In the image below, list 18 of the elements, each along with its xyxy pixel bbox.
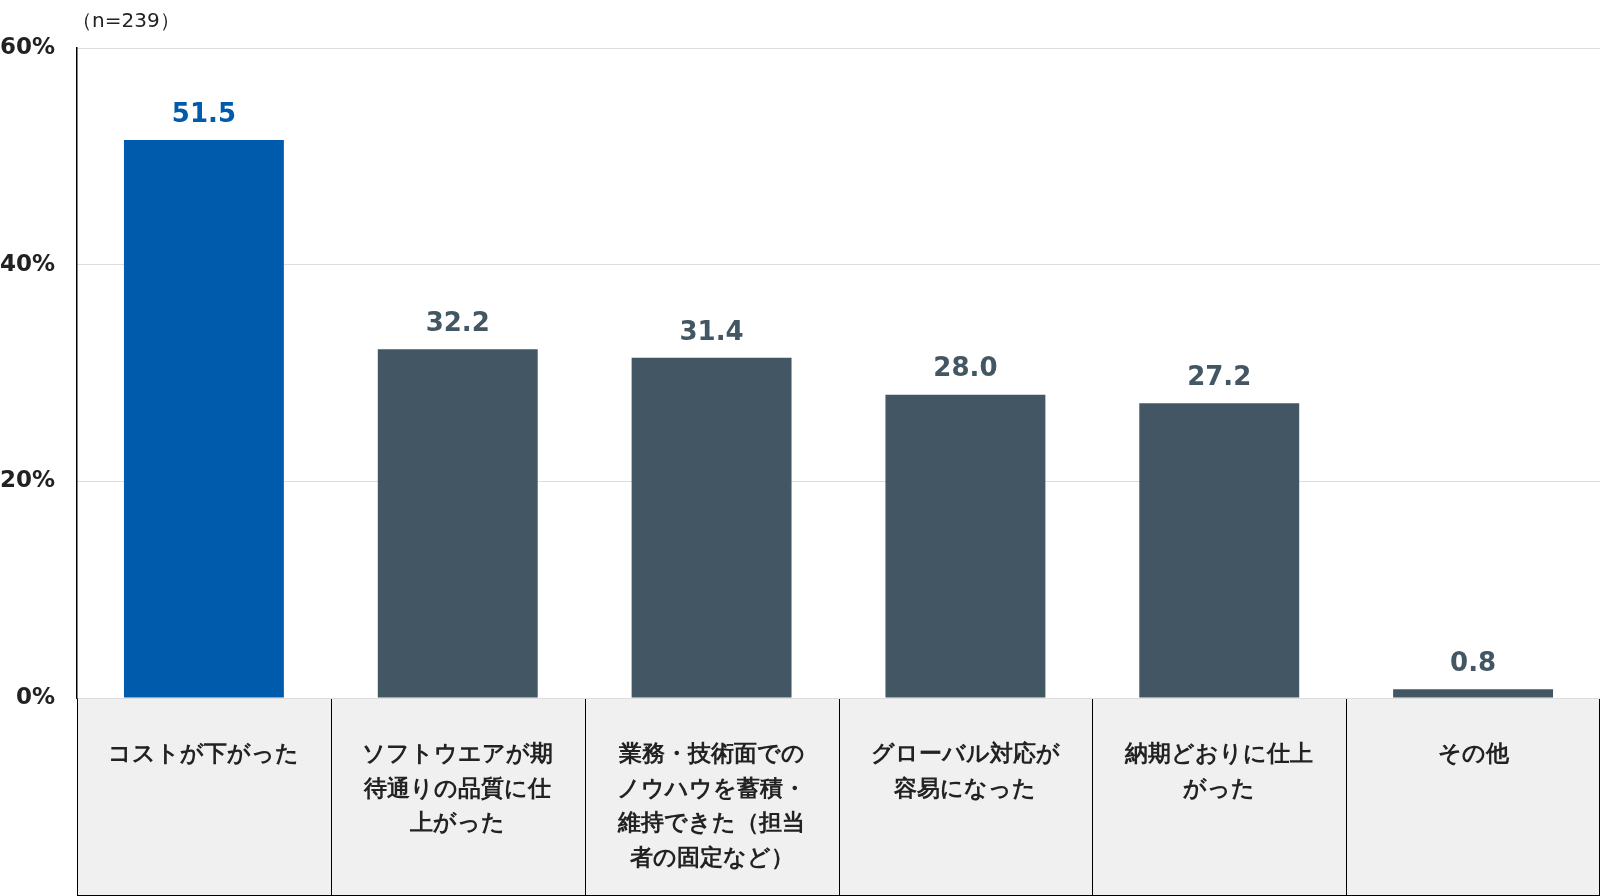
x-tick-label: その他 xyxy=(1437,740,1510,767)
text: （n=239） xyxy=(72,8,180,33)
x-tick-label: ソフトウエアが期待通りの品質に仕上がった xyxy=(362,740,554,836)
x-tick-label: グローバル対応が容易になった xyxy=(870,740,1060,801)
bar xyxy=(1393,689,1554,698)
data-label: 51.5 xyxy=(171,97,236,128)
data-label: 0.8 xyxy=(1450,647,1497,678)
y-tick-label: 20% xyxy=(0,466,55,493)
data-label: 27.2 xyxy=(1187,361,1252,392)
data-label: 32.2 xyxy=(425,306,490,337)
x-tick-label: コストが下がった xyxy=(108,740,300,767)
x-tick-label: 納期どおりに仕上がった xyxy=(1124,740,1314,801)
y-tick-label: 40% xyxy=(0,249,55,276)
y-tick-label: 60% xyxy=(0,32,55,59)
data-label: 28.0 xyxy=(933,352,998,383)
data-label: 31.4 xyxy=(679,315,744,346)
x-tick-label: 業務・技術面でのノウハウを蓄積・維持できた（担当者の固定など） xyxy=(617,740,807,870)
y-tick-label: 0% xyxy=(15,682,55,709)
